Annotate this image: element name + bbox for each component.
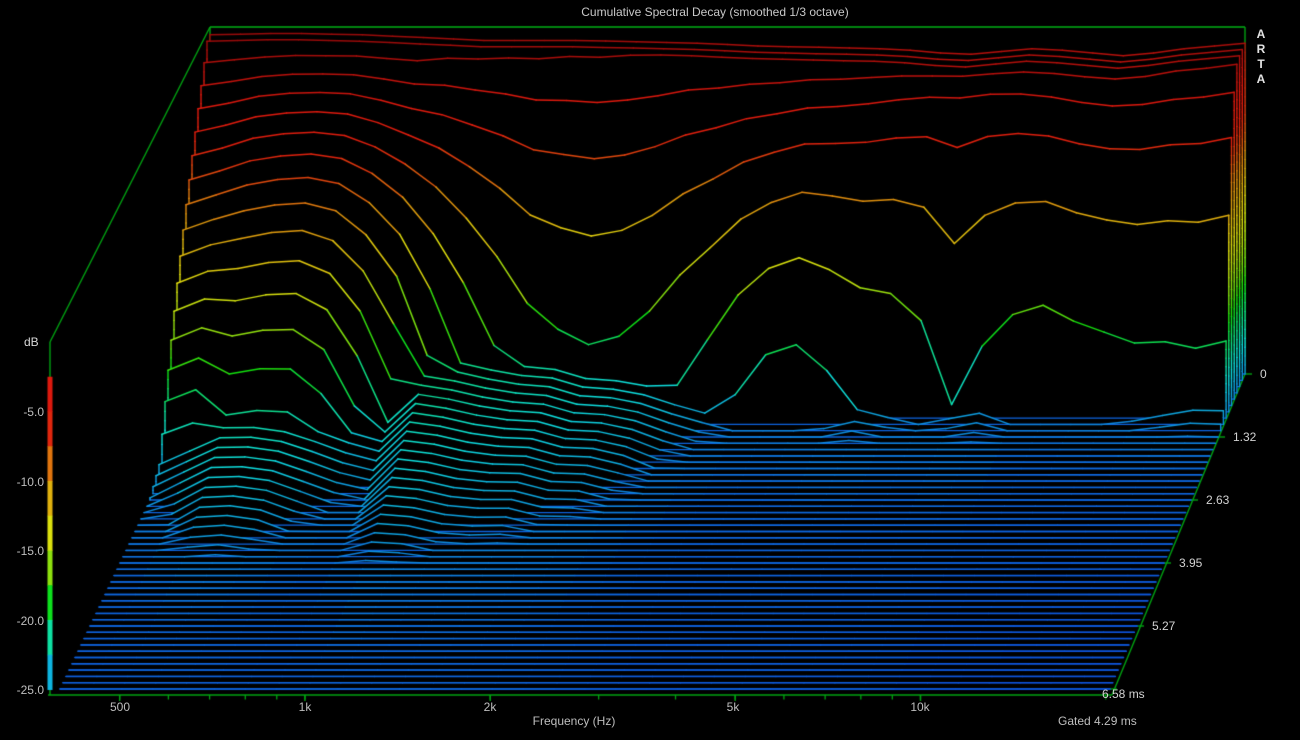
arta-letter: R (1256, 42, 1266, 56)
plot-title: Cumulative Spectral Decay (smoothed 1/3 … (581, 5, 849, 19)
time-tick-label: 2.63 (1206, 493, 1230, 507)
arta-letter: A (1256, 27, 1266, 41)
freq-tick-label: 10k (910, 700, 930, 714)
db-tick-label: -10.0 (16, 475, 44, 489)
arta-letter: A (1256, 72, 1266, 86)
freq-tick-label: 2k (483, 700, 497, 714)
time-tick-label: 1.32 (1233, 430, 1257, 444)
time-tick-label: 0 (1260, 367, 1267, 381)
gate-duration-label: Gated 4.29 ms (1058, 714, 1137, 728)
arta-watermark: A R T A (1253, 27, 1269, 87)
time-tick-label: 6.58 ms (1102, 687, 1145, 701)
db-axis-unit-label: dB (24, 335, 39, 349)
freq-tick-label: 500 (109, 700, 131, 714)
db-tick-label: -15.0 (16, 544, 44, 558)
time-tick-label: 3.95 (1179, 556, 1203, 570)
time-tick-label: 5.27 (1152, 619, 1176, 633)
freq-axis-label: Frequency (Hz) (532, 714, 616, 728)
db-tick-label: -5.0 (23, 405, 44, 419)
db-tick-label: -20.0 (16, 614, 44, 628)
freq-tick-label: 5k (726, 700, 740, 714)
arta-letter: T (1257, 57, 1265, 71)
freq-tick-label: 1k (298, 700, 312, 714)
db-tick-label: -25.0 (16, 683, 44, 697)
